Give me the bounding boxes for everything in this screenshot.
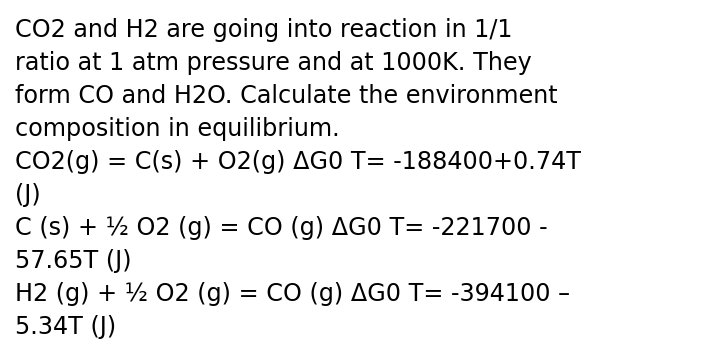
Text: composition in equilibrium.: composition in equilibrium. bbox=[15, 117, 340, 141]
Text: 57.65T (J): 57.65T (J) bbox=[15, 249, 132, 273]
Text: form CO and H2O. Calculate the environment: form CO and H2O. Calculate the environme… bbox=[15, 84, 557, 108]
Text: C (s) + ½ O2 (g) = CO (g) ΔG0 T= -221700 -: C (s) + ½ O2 (g) = CO (g) ΔG0 T= -221700… bbox=[15, 216, 548, 240]
Text: ratio at 1 atm pressure and at 1000K. They: ratio at 1 atm pressure and at 1000K. Th… bbox=[15, 51, 532, 75]
Text: (J): (J) bbox=[15, 183, 41, 207]
Text: CO2 and H2 are going into reaction in 1/1: CO2 and H2 are going into reaction in 1/… bbox=[15, 18, 513, 42]
Text: H2 (g) + ½ O2 (g) = CO (g) ΔG0 T= -394100 –: H2 (g) + ½ O2 (g) = CO (g) ΔG0 T= -39410… bbox=[15, 282, 570, 306]
Text: 5.34T (J): 5.34T (J) bbox=[15, 315, 116, 339]
Text: CO2(g) = C(s) + O2(g) ΔG0 T= -188400+0.74T: CO2(g) = C(s) + O2(g) ΔG0 T= -188400+0.7… bbox=[15, 150, 581, 174]
